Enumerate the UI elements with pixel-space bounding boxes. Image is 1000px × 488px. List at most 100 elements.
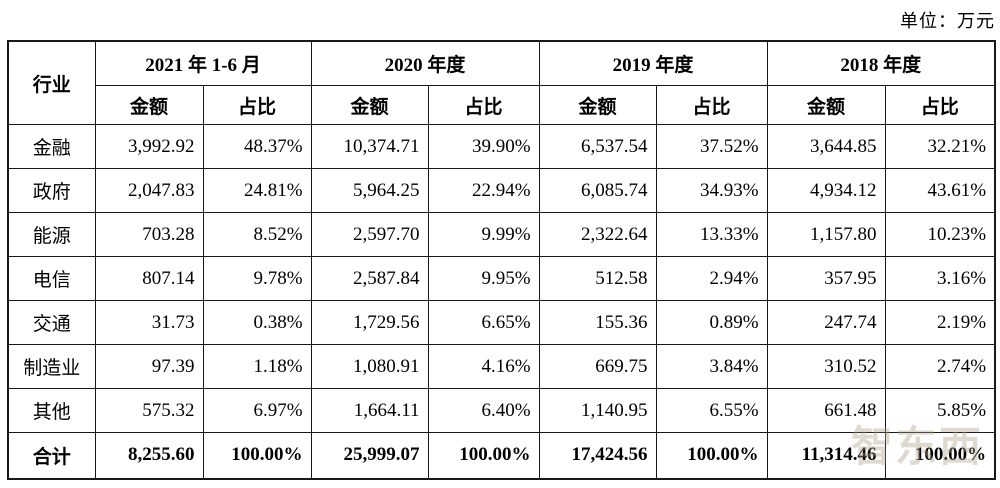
cell: 575.32 <box>94 388 204 433</box>
share-header-2019: 占比 <box>655 85 768 125</box>
cell: 6,085.74 <box>538 168 657 213</box>
cell: 100.00% <box>202 432 312 479</box>
row-label: 政府 <box>7 168 96 213</box>
share-header-2018: 占比 <box>884 85 996 125</box>
row-label: 交通 <box>7 300 96 345</box>
industry-revenue-table: 行业 2021 年 1-6 月 2020 年度 2019 年度 2018 年度 … <box>7 40 997 480</box>
cell: 247.74 <box>766 300 886 345</box>
cell: 22.94% <box>427 168 540 213</box>
cell: 25,999.07 <box>310 432 429 479</box>
cell: 0.38% <box>202 300 312 345</box>
row-label: 其他 <box>7 388 96 433</box>
row-label: 合计 <box>7 432 96 479</box>
table-row-government: 政府 2,047.83 24.81% 5,964.25 22.94% 6,085… <box>7 168 996 213</box>
amount-header-2019: 金额 <box>538 85 657 125</box>
cell: 155.36 <box>538 300 657 345</box>
cell: 3,644.85 <box>766 124 886 169</box>
share-header-2021: 占比 <box>202 85 312 125</box>
cell: 6.65% <box>427 300 540 345</box>
subheader-row: 金额 占比 金额 占比 金额 占比 金额 占比 <box>8 85 996 125</box>
cell: 100.00% <box>655 432 768 479</box>
cell: 2,047.83 <box>94 168 204 213</box>
cell: 9.99% <box>427 212 540 257</box>
year-header-row: 行业 2021 年 1-6 月 2020 年度 2019 年度 2018 年度 <box>7 40 996 125</box>
year-header-2020: 2020 年度 <box>310 40 540 86</box>
cell: 10.23% <box>884 212 996 257</box>
cell: 10,374.71 <box>310 124 429 169</box>
cell: 807.14 <box>94 256 204 301</box>
cell: 1,729.56 <box>310 300 429 345</box>
cell: 97.39 <box>94 344 204 389</box>
cell: 6.97% <box>202 388 312 433</box>
cell: 24.81% <box>202 168 312 213</box>
table-row-total: 合计 8,255.60 100.00% 25,999.07 100.00% 17… <box>7 432 996 479</box>
cell: 2.74% <box>884 344 996 389</box>
cell: 9.78% <box>202 256 312 301</box>
cell: 34.93% <box>655 168 768 213</box>
table-row-other: 其他 575.32 6.97% 1,664.11 6.40% 1,140.95 … <box>7 388 996 433</box>
cell: 5.85% <box>884 388 996 433</box>
cell: 1,080.91 <box>310 344 429 389</box>
cell: 703.28 <box>94 212 204 257</box>
cell: 39.90% <box>427 124 540 169</box>
cell: 48.37% <box>202 124 312 169</box>
cell: 11,314.46 <box>766 432 886 479</box>
year-header-2019: 2019 年度 <box>538 40 768 86</box>
row-label: 制造业 <box>7 344 96 389</box>
cell: 6,537.54 <box>538 124 657 169</box>
cell: 661.48 <box>766 388 886 433</box>
cell: 13.33% <box>655 212 768 257</box>
cell: 669.75 <box>538 344 657 389</box>
cell: 100.00% <box>884 432 996 479</box>
cell: 4.16% <box>427 344 540 389</box>
cell: 37.52% <box>655 124 768 169</box>
cell: 512.58 <box>538 256 657 301</box>
cell: 1,140.95 <box>538 388 657 433</box>
table-body: 金融 3,992.92 48.37% 10,374.71 39.90% 6,53… <box>7 124 996 479</box>
table-row-energy: 能源 703.28 8.52% 2,597.70 9.99% 2,322.64 … <box>7 212 996 257</box>
cell: 6.55% <box>655 388 768 433</box>
amount-header-2021: 金额 <box>94 85 204 125</box>
cell: 357.95 <box>766 256 886 301</box>
cell: 2,322.64 <box>538 212 657 257</box>
cell: 8,255.60 <box>94 432 204 479</box>
amount-header-2018: 金额 <box>766 85 886 125</box>
cell: 2.19% <box>884 300 996 345</box>
cell: 1,664.11 <box>310 388 429 433</box>
amount-header-2020: 金额 <box>310 85 429 125</box>
cell: 3.16% <box>884 256 996 301</box>
cell: 32.21% <box>884 124 996 169</box>
cell: 6.40% <box>427 388 540 433</box>
cell: 3.84% <box>655 344 768 389</box>
industry-column-header: 行业 <box>7 40 96 125</box>
cell: 31.73 <box>94 300 204 345</box>
table-header: 行业 2021 年 1-6 月 2020 年度 2019 年度 2018 年度 … <box>7 40 996 125</box>
cell: 2,597.70 <box>310 212 429 257</box>
year-header-2018: 2018 年度 <box>766 40 996 86</box>
cell: 8.52% <box>202 212 312 257</box>
cell: 17,424.56 <box>538 432 657 479</box>
cell: 9.95% <box>427 256 540 301</box>
cell: 2,587.84 <box>310 256 429 301</box>
cell: 1.18% <box>202 344 312 389</box>
cell: 2.94% <box>655 256 768 301</box>
table-row-manufacturing: 制造业 97.39 1.18% 1,080.91 4.16% 669.75 3.… <box>7 344 996 389</box>
row-label: 电信 <box>7 256 96 301</box>
row-label: 金融 <box>7 124 96 169</box>
year-header-2021: 2021 年 1-6 月 <box>94 40 312 86</box>
unit-label: 单位：万元 <box>900 11 995 31</box>
row-label: 能源 <box>7 212 96 257</box>
table-row-transport: 交通 31.73 0.38% 1,729.56 6.65% 155.36 0.8… <box>7 300 996 345</box>
cell: 100.00% <box>427 432 540 479</box>
cell: 310.52 <box>766 344 886 389</box>
table-row-finance: 金融 3,992.92 48.37% 10,374.71 39.90% 6,53… <box>7 124 996 169</box>
cell: 43.61% <box>884 168 996 213</box>
cell: 5,964.25 <box>310 168 429 213</box>
cell: 1,157.80 <box>766 212 886 257</box>
cell: 0.89% <box>655 300 768 345</box>
table-row-telecom: 电信 807.14 9.78% 2,587.84 9.95% 512.58 2.… <box>7 256 996 301</box>
cell: 4,934.12 <box>766 168 886 213</box>
cell: 3,992.92 <box>94 124 204 169</box>
share-header-2020: 占比 <box>427 85 540 125</box>
